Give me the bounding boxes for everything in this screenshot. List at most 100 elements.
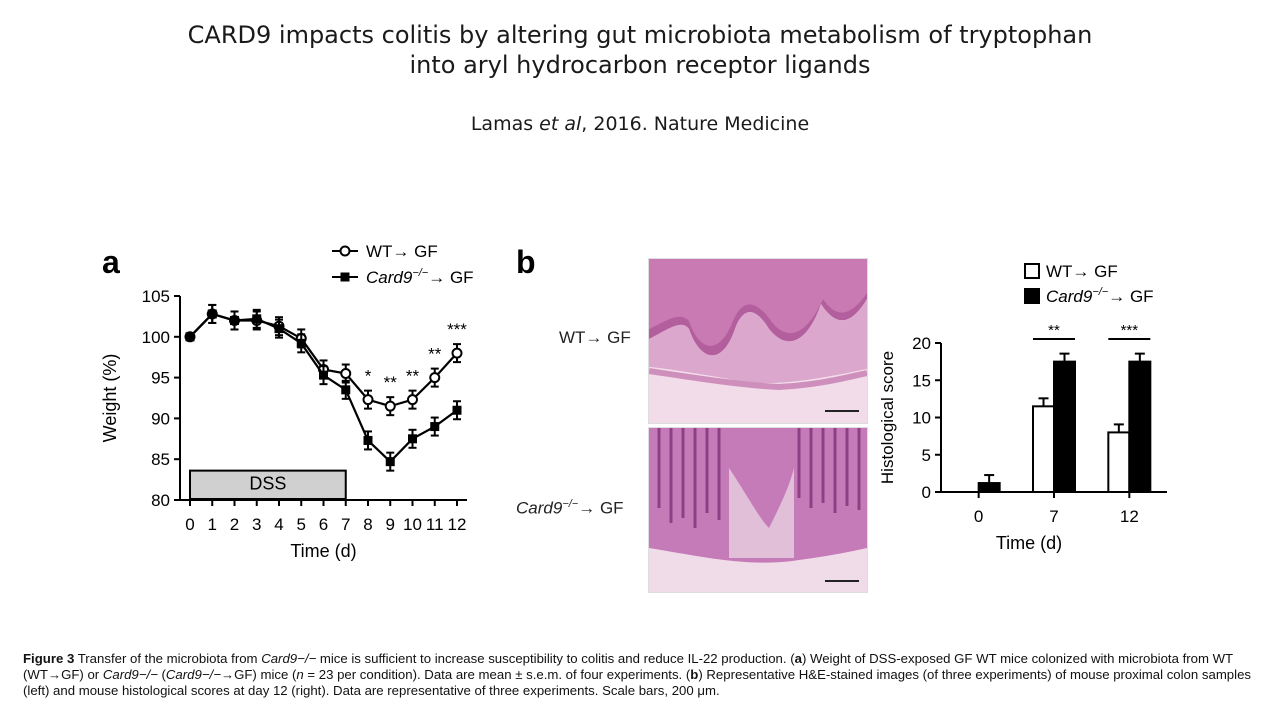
legend-label-card9-tail: → GF bbox=[1108, 287, 1153, 306]
x-tick-label: 11 bbox=[426, 515, 444, 534]
data-point-wt bbox=[384, 400, 396, 412]
data-point-card9 bbox=[185, 332, 195, 342]
y-tick-label: 105 bbox=[142, 287, 170, 306]
y-tick-label: 80 bbox=[151, 491, 170, 510]
x-tick-label: 8 bbox=[363, 515, 372, 534]
panel-a-letter: a bbox=[102, 244, 120, 280]
slide-title-line-2: into aryl hydrocarbon receptor ligands bbox=[409, 51, 871, 79]
histology-image-wt bbox=[648, 258, 868, 424]
y-tick-label: 15 bbox=[912, 371, 931, 390]
x-tick-label: 12 bbox=[448, 515, 467, 534]
caption-text-5: →GF) mice ( bbox=[220, 667, 297, 682]
x-tick-label: 2 bbox=[230, 515, 239, 534]
citation: Lamas et al, 2016. Nature Medicine bbox=[0, 113, 1280, 135]
legend-label-wt: WT→ GF bbox=[1046, 262, 1118, 281]
legend-label-card9-tail: → GF bbox=[428, 268, 473, 287]
y-tick-label: 20 bbox=[912, 334, 931, 353]
dss-period-label: DSS bbox=[249, 474, 286, 494]
legend-label-wt: WT→ GF bbox=[366, 242, 438, 261]
histology-label-arrow: → GF bbox=[578, 498, 624, 518]
figure-caption: Figure 3 Transfer of the microbiota from… bbox=[23, 651, 1258, 699]
data-point-card9 bbox=[408, 434, 417, 444]
caption-panel-b: b bbox=[690, 667, 699, 682]
data-point-card9 bbox=[430, 422, 440, 432]
significance-mark: ** bbox=[428, 345, 442, 364]
significance-mark: *** bbox=[447, 320, 467, 339]
caption-figure-number: Figure 3 bbox=[23, 651, 75, 666]
caption-text-3: ) Weight of DSS-exposed GF WT mice colon… bbox=[23, 651, 1233, 682]
histology-drawing-wt bbox=[649, 259, 867, 423]
data-point-card9 bbox=[341, 385, 351, 395]
histological-score-bar-chart: 0 5 10 15 20 Histological score 0 7 12 Time (d) **… bbox=[878, 262, 1167, 553]
x-tick-label: 6 bbox=[319, 515, 328, 534]
x-tick-label: 4 bbox=[274, 515, 283, 534]
x-axis-label: Time (d) bbox=[996, 533, 1062, 553]
citation-authors: Lamas bbox=[470, 113, 540, 135]
legend-label-card9-genotype: −/− bbox=[1092, 286, 1108, 298]
y-tick-label: 10 bbox=[912, 409, 931, 428]
legend-marker-card9 bbox=[340, 272, 350, 282]
data-point-wt bbox=[451, 347, 463, 359]
citation-journal: , 2016. Nature Medicine bbox=[581, 113, 810, 135]
data-point-card9 bbox=[296, 338, 306, 348]
slide-title-line-1: CARD9 impacts colitis by altering gut mi… bbox=[187, 21, 1093, 49]
y-tick-label: 90 bbox=[151, 409, 170, 428]
y-tick-label: 0 bbox=[922, 483, 931, 502]
x-tick-label: 3 bbox=[252, 515, 261, 534]
caption-text-7: ) Representative H&E-stained images (of … bbox=[23, 667, 1251, 698]
legend-swatch-card9 bbox=[1024, 288, 1040, 304]
significance-mark: * bbox=[365, 367, 372, 386]
x-tick-label: 7 bbox=[341, 515, 350, 534]
data-point-card9 bbox=[385, 457, 395, 467]
significance-mark: ** bbox=[1048, 322, 1060, 339]
x-tick-label: 5 bbox=[297, 515, 306, 534]
bar-card9 bbox=[1128, 360, 1152, 493]
caption-text-2: mice is sufficient to increase susceptib… bbox=[316, 651, 795, 666]
legend-swatch-wt bbox=[1024, 263, 1040, 279]
data-point-wt bbox=[429, 372, 441, 384]
data-point-card9 bbox=[252, 314, 262, 324]
data-point-wt bbox=[407, 394, 418, 406]
legend-label-card9: Card9−/−→ GF bbox=[366, 267, 474, 287]
y-tick-label: 100 bbox=[142, 328, 170, 347]
data-point-card9 bbox=[274, 324, 284, 334]
caption-text-1: Transfer of the microbiota from bbox=[74, 651, 262, 666]
bar-card9 bbox=[977, 482, 1001, 493]
data-point-wt bbox=[340, 368, 352, 380]
data-point-card9 bbox=[452, 405, 462, 415]
scale-bar-card9 bbox=[825, 580, 859, 582]
data-point-card9 bbox=[319, 370, 328, 380]
x-axis-label: Time (d) bbox=[290, 541, 356, 561]
significance-mark: ** bbox=[406, 367, 420, 386]
histology-label-gene: Card9 bbox=[516, 498, 563, 518]
slide-title: CARD9 impacts colitis by altering gut mi… bbox=[0, 20, 1280, 80]
x-tick-label: 0 bbox=[974, 507, 983, 526]
histology-drawing-card9 bbox=[649, 428, 867, 592]
bar-wt bbox=[1107, 431, 1131, 493]
panel-b-letter: b bbox=[516, 244, 536, 280]
histology-label-card9: Card9−/−→ GF bbox=[516, 498, 624, 519]
caption-italic-n: n bbox=[296, 667, 304, 682]
y-tick-label: 5 bbox=[922, 446, 931, 465]
data-point-wt bbox=[362, 394, 374, 406]
caption-text-4: ( bbox=[157, 667, 166, 682]
x-tick-label: 12 bbox=[1120, 507, 1139, 526]
caption-italic-3: Card9−/− bbox=[165, 667, 221, 682]
dss-period-bar bbox=[189, 469, 347, 500]
legend-marker-wt bbox=[339, 245, 351, 257]
histology-label-genotype: −/− bbox=[562, 498, 579, 510]
significance-mark: ** bbox=[384, 373, 398, 392]
caption-panel-a: a bbox=[794, 651, 802, 666]
y-axis-label: Histological score bbox=[878, 351, 897, 484]
histology-image-card9 bbox=[648, 427, 868, 593]
histology-label-wt: WT→ GF bbox=[559, 328, 631, 347]
bar-wt bbox=[1032, 405, 1055, 493]
legend-label-card9-gene: Card9 bbox=[1046, 287, 1093, 306]
data-point-card9 bbox=[230, 315, 239, 325]
x-tick-label: 7 bbox=[1049, 507, 1058, 526]
citation-etal: et al bbox=[539, 113, 582, 135]
y-axis-label: Weight (%) bbox=[100, 354, 120, 443]
legend-label-card9: Card9−/−→ GF bbox=[1046, 286, 1154, 306]
data-point-card9 bbox=[363, 435, 373, 445]
